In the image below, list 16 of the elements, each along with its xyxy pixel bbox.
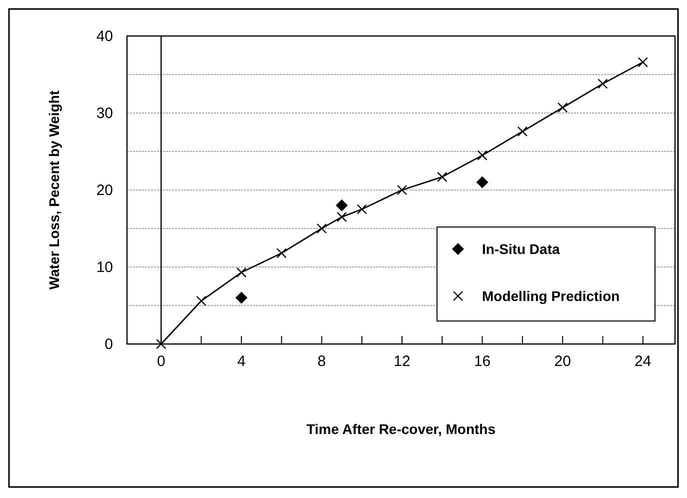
y-tick-label: 10 <box>96 259 113 276</box>
x-tick-label: 12 <box>394 353 410 370</box>
y-tick-label: 30 <box>96 105 113 122</box>
y-tick-label: 40 <box>96 28 113 45</box>
y-tick-label: 20 <box>96 182 113 199</box>
y-tick-label: 0 <box>104 336 113 353</box>
legend-label: Modelling Prediction <box>482 288 620 304</box>
legend-label: In-Situ Data <box>482 241 560 257</box>
x-axis-title: Time After Re-cover, Months <box>306 421 496 437</box>
x-tick-label: 24 <box>634 353 652 370</box>
x-tick-label: 4 <box>237 353 246 370</box>
x-tick-label: 0 <box>156 353 166 370</box>
x-tick-label: 8 <box>318 353 326 370</box>
x-tick-label: 20 <box>554 353 571 370</box>
y-axis-title: Water Loss, Pecent by Weight <box>46 90 62 290</box>
x-tick-label: 16 <box>474 353 491 370</box>
